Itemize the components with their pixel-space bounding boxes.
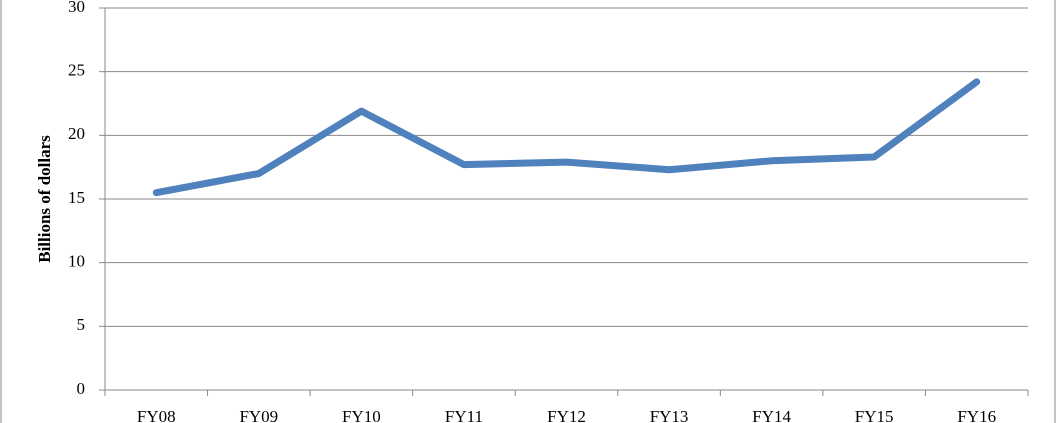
- y-tick-label: 5: [77, 315, 86, 334]
- x-tick-label: FY16: [957, 407, 996, 423]
- x-tick-label: FY08: [137, 407, 176, 423]
- x-tick-label: FY15: [855, 407, 894, 423]
- x-tick-label: FY09: [239, 407, 278, 423]
- y-tick-label: 30: [68, 0, 85, 16]
- y-axis-label: Billions of dollars: [35, 135, 54, 263]
- y-tick-label: 0: [77, 379, 86, 398]
- x-tick-label: FY12: [547, 407, 586, 423]
- x-tick-label: FY14: [752, 407, 791, 423]
- data-line: [152, 78, 981, 197]
- x-tick-label: FY10: [342, 407, 381, 423]
- y-tick-label: 15: [68, 188, 85, 207]
- y-tick-label: 25: [68, 61, 85, 80]
- y-tick-label: 10: [68, 252, 85, 271]
- y-tick-label: 20: [68, 124, 85, 143]
- x-tick-label: FY13: [650, 407, 689, 423]
- x-tick-label: FY11: [445, 407, 483, 423]
